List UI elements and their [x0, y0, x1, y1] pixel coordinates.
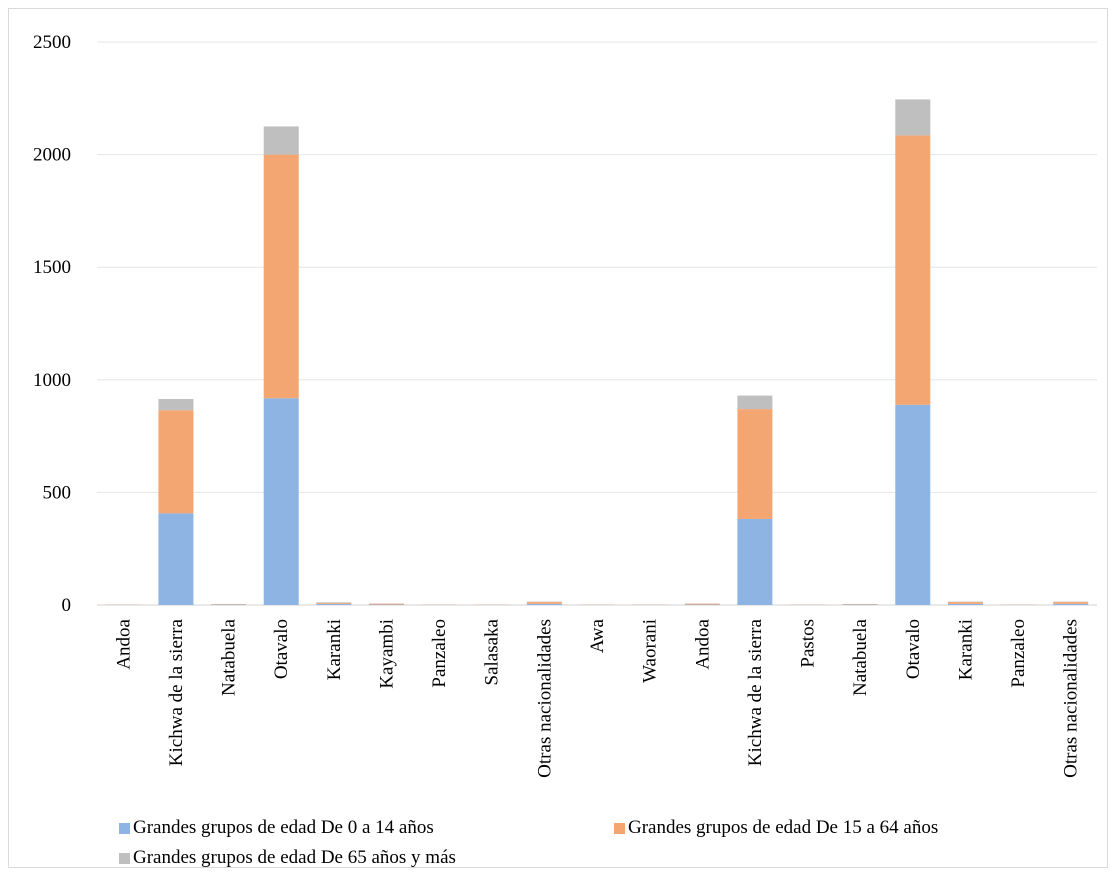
- x-tick-label: Andoa: [692, 618, 713, 669]
- legend-swatch: [119, 822, 130, 834]
- bar-segment-series-1: [737, 518, 773, 605]
- x-tick-label: Panzaleo: [429, 619, 450, 688]
- x-tick-label: Kayambi: [376, 619, 397, 689]
- bar-segment-series-3: [263, 126, 299, 155]
- x-tick-label: Natabuela: [850, 618, 871, 696]
- bar-segment-series-2: [368, 603, 404, 605]
- x-tick-label: Otras nacionalidades: [1061, 619, 1082, 778]
- bar-segment-series-2: [526, 602, 562, 604]
- chart-frame: 0 500 1000 1500 2000 2500 Andoa Kichwa de la s…: [8, 8, 1108, 868]
- y-tick-label: 2500: [33, 32, 71, 53]
- bar-segment-series-2: [263, 154, 299, 399]
- y-tick-label: 500: [43, 482, 72, 503]
- grid-layer: [97, 41, 1097, 606]
- bar-segment-series-2: [1053, 602, 1089, 604]
- y-tick-label: 0: [62, 595, 72, 616]
- bars-layer: [105, 99, 1089, 605]
- legend-label: Grandes grupos de edad De 65 años y más: [133, 847, 456, 868]
- x-tick-label: Otavalo: [903, 619, 924, 679]
- bar-segment-series-1: [526, 603, 562, 605]
- bar-segment-series-3: [158, 398, 194, 411]
- x-tick-label: Pastos: [798, 619, 819, 668]
- bar-segment-series-1: [947, 603, 983, 605]
- legend-swatch: [614, 822, 625, 834]
- y-tick-label: 1000: [33, 370, 71, 391]
- x-tick-label: Andoa: [113, 618, 134, 669]
- x-tick-label: Awa: [587, 618, 608, 653]
- x-tick-label: Karanki: [955, 619, 976, 680]
- bar-segment-series-1: [895, 404, 931, 605]
- bar-segment-series-2: [895, 135, 931, 405]
- legend-item: Grandes grupos de edad De 65 años y más: [119, 847, 456, 869]
- x-tick-label: Salasaka: [482, 618, 503, 685]
- x-axis: Andoa Kichwa de la sierra Natabuela Otavalo…: [113, 618, 1081, 777]
- x-tick-label: Natabuela: [219, 618, 240, 696]
- bar-segment-series-1: [263, 398, 299, 605]
- bar-segment-series-2: [947, 602, 983, 604]
- x-tick-label: Otavalo: [271, 619, 292, 679]
- bar-segment-series-2: [316, 602, 352, 604]
- legend-item: Grandes grupos de edad De 15 a 64 años: [614, 817, 938, 839]
- bar-segment-series-3: [895, 99, 931, 136]
- bar-segment-series-1: [158, 513, 194, 605]
- legend-swatch: [119, 852, 130, 864]
- bar-segment-series-2: [684, 603, 720, 605]
- x-tick-label: Waorani: [640, 619, 661, 683]
- bar-segment-series-1: [1053, 603, 1089, 605]
- legend-label: Grandes grupos de edad De 0 a 14 años: [133, 817, 434, 838]
- y-tick-label: 1500: [33, 257, 71, 278]
- bar-segment-series-3: [737, 395, 773, 410]
- bar-segment-series-2: [158, 410, 194, 514]
- x-tick-label: Kichwa de la sierra: [745, 618, 766, 766]
- y-axis: 0 500 1000 1500 2000 2500: [33, 32, 71, 616]
- bar-segment-series-3: [316, 602, 352, 603]
- x-tick-label: Kichwa de la sierra: [166, 618, 187, 766]
- x-tick-label: Otras nacionalidades: [534, 619, 555, 778]
- stacked-bar-chart: 0 500 1000 1500 2000 2500 Andoa Kichwa de la s…: [33, 32, 1097, 778]
- bar-segment-series-2: [737, 409, 773, 519]
- legend-item: Grandes grupos de edad De 0 a 14 años: [119, 817, 434, 839]
- y-tick-label: 2000: [33, 145, 71, 166]
- x-tick-label: Panzaleo: [1008, 619, 1029, 688]
- legend-label: Grandes grupos de edad De 15 a 64 años: [628, 817, 939, 838]
- bar-segment-series-1: [316, 603, 352, 605]
- x-tick-label: Karanki: [324, 619, 345, 680]
